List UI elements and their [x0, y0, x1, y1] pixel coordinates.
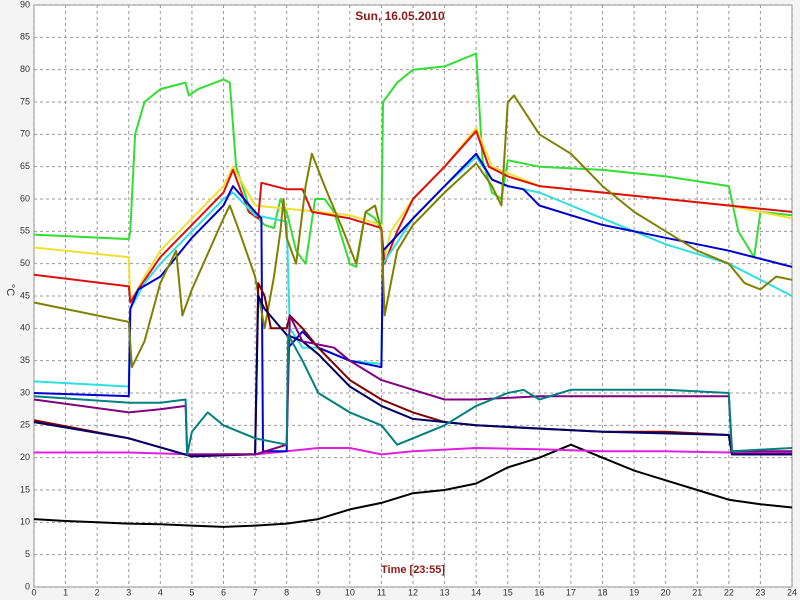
x-tick-label: 4: [158, 587, 163, 597]
chart-title: Sun, 16.05.2010: [355, 9, 445, 23]
x-tick-label: 16: [534, 587, 544, 597]
series-line: [33, 130, 793, 304]
y-tick-label: 55: [20, 226, 30, 236]
x-tick-label: 22: [724, 587, 734, 597]
x-tick-label: 14: [471, 587, 481, 597]
x-tick-label: 13: [440, 587, 450, 597]
series-line: [33, 52, 793, 268]
x-tick-label: 12: [408, 587, 418, 597]
y-tick-label: 25: [20, 420, 30, 430]
x-tick-label: 1: [63, 587, 68, 597]
series-line: [33, 94, 793, 369]
x-tick-label: 23: [755, 587, 765, 597]
y-tick-label: 10: [20, 517, 30, 527]
y-tick-label: 40: [20, 323, 30, 333]
y-tick-label: 5: [25, 549, 30, 559]
y-tick-label: 90: [20, 0, 30, 9]
y-tick-label: 60: [20, 193, 30, 203]
x-tick-label: 24: [787, 587, 797, 597]
y-axis-label: °C: [4, 284, 16, 296]
y-tick-label: 35: [20, 355, 30, 365]
x-tick-label: 18: [597, 587, 607, 597]
y-tick-label: 45: [20, 290, 30, 300]
x-tick-label: 21: [692, 587, 702, 597]
y-tick-label: 75: [20, 96, 30, 106]
x-tick-label: 19: [629, 587, 639, 597]
x-tick-label: 17: [566, 587, 576, 597]
x-tick-label: 6: [221, 587, 226, 597]
x-tick-label: 10: [345, 587, 355, 597]
y-tick-label: 85: [20, 32, 30, 42]
y-tick-label: 15: [20, 484, 30, 494]
series-line: [33, 443, 793, 528]
x-tick-label: 8: [284, 587, 289, 597]
y-tick-label: 20: [20, 452, 30, 462]
y-tick-label: 70: [20, 129, 30, 139]
x-tick-label: 20: [661, 587, 671, 597]
x-tick-label: 2: [95, 587, 100, 597]
x-tick-label: 3: [126, 587, 131, 597]
y-tick-label: 30: [20, 387, 30, 397]
y-tick-label: 80: [20, 64, 30, 74]
x-tick-label: 7: [253, 587, 258, 597]
x-tick-label: 0: [31, 587, 36, 597]
y-tick-label: 65: [20, 161, 30, 171]
y-tick-label: 0: [25, 581, 30, 591]
x-tick-label: 5: [189, 587, 194, 597]
series-line: [33, 333, 793, 456]
x-tick-label: 15: [503, 587, 513, 597]
x-tick-label: 9: [316, 587, 321, 597]
y-tick-label: 50: [20, 258, 30, 268]
x-tick-label: 11: [377, 587, 386, 597]
